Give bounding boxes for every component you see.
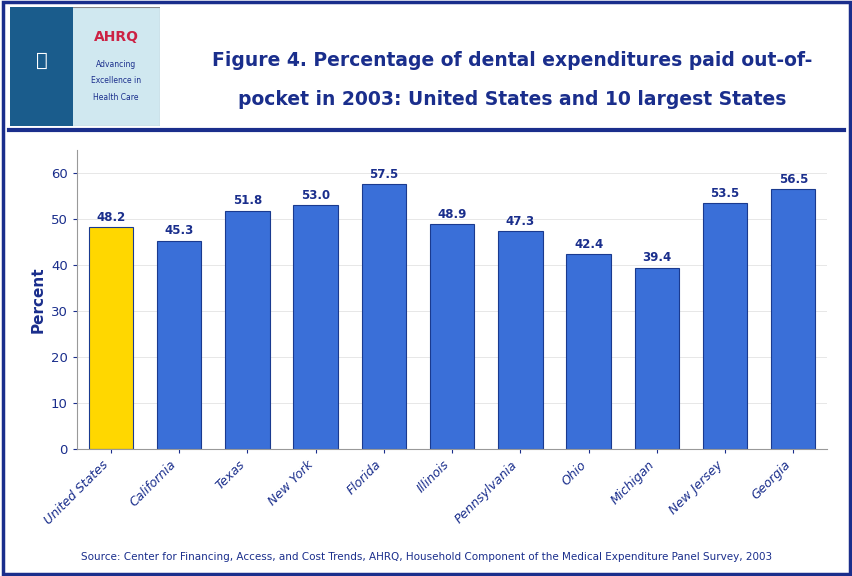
- Text: 51.8: 51.8: [233, 194, 262, 207]
- Text: Excellence in: Excellence in: [91, 76, 141, 85]
- Text: 39.4: 39.4: [642, 252, 671, 264]
- Bar: [634, 268, 678, 449]
- Bar: [157, 241, 201, 449]
- Text: pocket in 2003: United States and 10 largest States: pocket in 2003: United States and 10 lar…: [238, 90, 785, 108]
- Bar: [498, 232, 542, 449]
- FancyBboxPatch shape: [10, 7, 72, 126]
- Text: 53.5: 53.5: [710, 187, 739, 199]
- Text: AHRQ: AHRQ: [94, 30, 139, 44]
- FancyBboxPatch shape: [10, 7, 159, 126]
- Bar: [225, 211, 269, 449]
- Text: 🦅: 🦅: [36, 51, 48, 70]
- Bar: [361, 184, 406, 449]
- Text: 42.4: 42.4: [573, 238, 602, 251]
- Text: 48.2: 48.2: [96, 211, 125, 224]
- Text: Advancing: Advancing: [96, 60, 136, 69]
- Bar: [429, 224, 474, 449]
- Y-axis label: Percent: Percent: [31, 266, 45, 333]
- Text: 45.3: 45.3: [164, 224, 193, 237]
- Text: 57.5: 57.5: [369, 168, 398, 181]
- Text: Figure 4. Percentage of dental expenditures paid out-of-: Figure 4. Percentage of dental expenditu…: [211, 51, 811, 70]
- Text: 53.0: 53.0: [301, 189, 330, 202]
- Text: 56.5: 56.5: [778, 173, 807, 185]
- Text: 47.3: 47.3: [505, 215, 534, 228]
- Bar: [293, 205, 337, 449]
- Bar: [566, 254, 610, 449]
- Bar: [770, 189, 815, 449]
- Bar: [89, 227, 133, 449]
- Text: 48.9: 48.9: [437, 208, 466, 221]
- Text: Source: Center for Financing, Access, and Cost Trends, AHRQ, Household Component: Source: Center for Financing, Access, an…: [81, 552, 771, 562]
- Bar: [702, 203, 746, 449]
- Text: Health Care: Health Care: [94, 93, 139, 102]
